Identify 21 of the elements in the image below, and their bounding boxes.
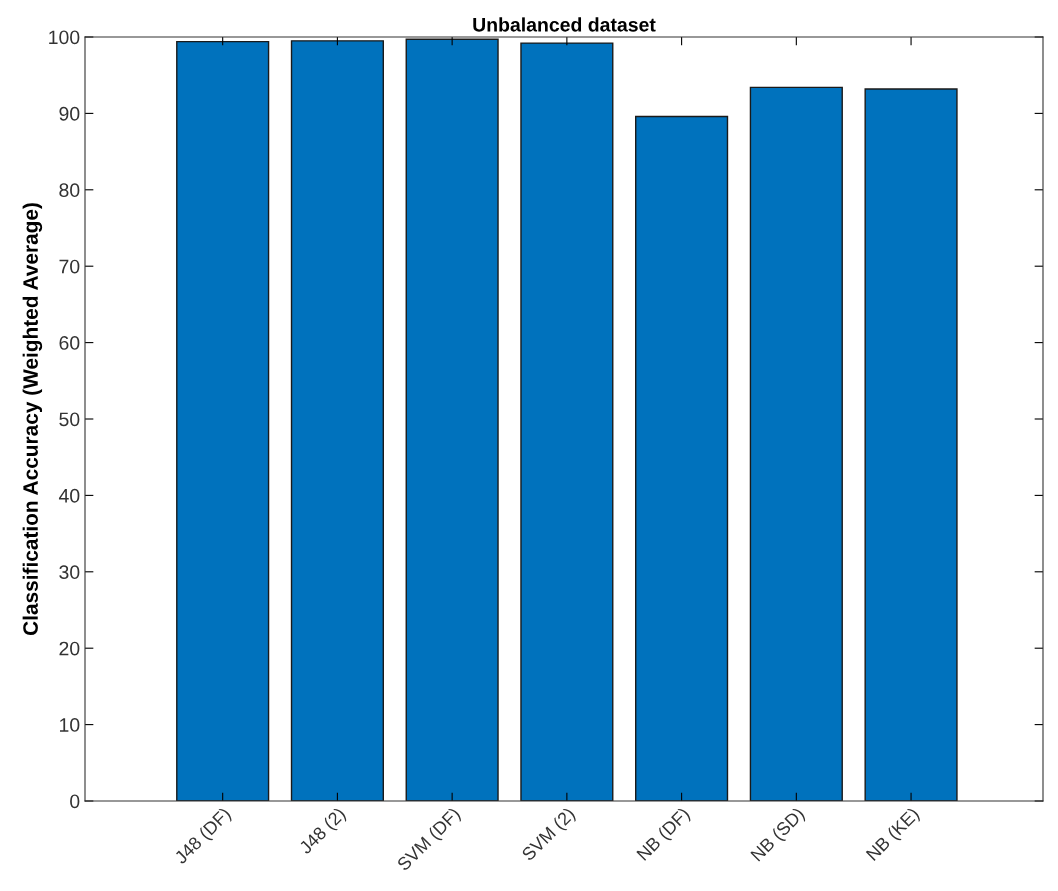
x-tick-label: J48 (2) <box>297 806 349 858</box>
y-axis-title: Classification Accuracy (Weighted Average) <box>22 203 43 636</box>
chart-title: Unbalanced dataset <box>473 17 656 32</box>
y-tick-label: 70 <box>59 259 80 274</box>
y-tick-label: 40 <box>58 488 80 503</box>
y-tick-label: 80 <box>59 183 80 198</box>
bar <box>864 88 958 801</box>
y-tick-label: 30 <box>59 565 80 580</box>
y-tick-label: 10 <box>60 718 80 732</box>
bar <box>635 115 729 801</box>
y-tick-label: 100 <box>49 30 80 45</box>
y-tick-label: 60 <box>59 336 80 350</box>
bar <box>405 38 499 801</box>
bar <box>749 86 843 801</box>
y-tick-label: 50 <box>59 412 80 427</box>
y-tick-label: 20 <box>59 641 80 656</box>
y-tick-label: 0 <box>70 794 80 809</box>
bar <box>176 40 270 801</box>
bar <box>290 40 384 801</box>
bar <box>520 42 614 801</box>
y-tick-label: 90 <box>59 106 80 121</box>
